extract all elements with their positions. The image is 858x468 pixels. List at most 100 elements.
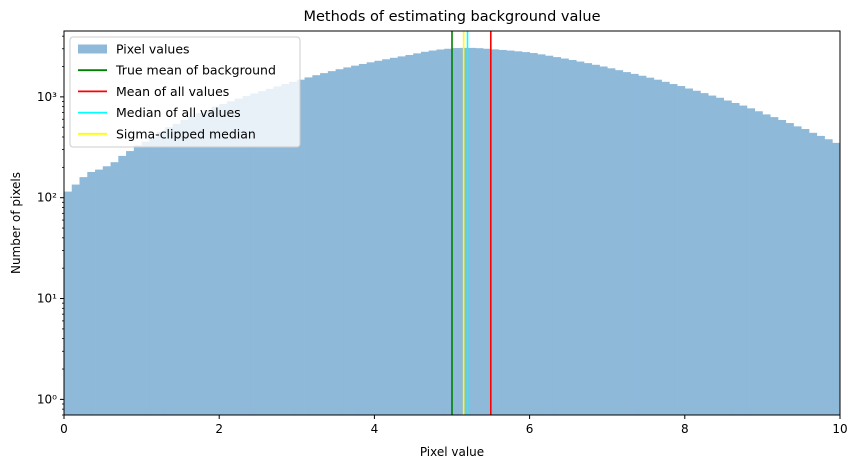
histogram-bar — [296, 79, 305, 415]
histogram-bar — [785, 123, 794, 415]
histogram-bar — [211, 106, 220, 416]
histogram-bar — [320, 73, 329, 415]
histogram-bar — [335, 69, 344, 416]
histogram-bar — [351, 65, 360, 415]
histogram-bar — [708, 95, 717, 415]
histogram-bar — [514, 51, 523, 415]
histogram-bar — [638, 75, 647, 415]
histogram-bar — [715, 97, 724, 415]
histogram-bar — [661, 81, 670, 415]
histogram-bar — [164, 127, 174, 416]
histogram-bar — [157, 131, 166, 415]
histogram-bar — [677, 86, 686, 415]
histogram-bar — [133, 145, 142, 415]
histogram-bar — [552, 57, 562, 416]
histogram-bar — [71, 184, 80, 415]
histogram-bar — [568, 60, 577, 415]
histogram-bar — [560, 58, 569, 415]
histogram-bar — [622, 72, 631, 415]
y-tick-label: 10¹ — [37, 292, 57, 306]
histogram-bar — [576, 61, 585, 416]
histogram-bar — [110, 162, 119, 415]
histogram-bar — [118, 155, 127, 415]
histogram-bar — [483, 48, 492, 416]
histogram-bar — [746, 108, 756, 416]
y-tick-label: 10³ — [37, 90, 57, 104]
chart-title: Methods of estimating background value — [303, 9, 600, 25]
histogram-bar — [273, 86, 282, 415]
histogram-bar — [172, 123, 181, 416]
x-tick-label: 6 — [526, 422, 534, 436]
legend-label: Median of all values — [116, 105, 241, 120]
histogram-bar — [389, 57, 399, 416]
y-axis: 10⁰ 10¹ 10² 10³ — [37, 35, 64, 416]
histogram-bar — [180, 119, 189, 415]
histogram-bar — [832, 142, 841, 415]
x-tick-label: 8 — [681, 422, 689, 436]
histogram-bar — [95, 169, 104, 415]
histogram-bar — [793, 126, 802, 416]
histogram-bar — [808, 132, 818, 415]
histogram-bar — [467, 47, 476, 416]
histogram-bar — [537, 54, 546, 415]
histogram-bar — [731, 102, 740, 415]
histogram-bar — [126, 151, 135, 415]
histogram-bar — [754, 111, 763, 415]
histogram-bar — [614, 70, 624, 415]
histogram-bar — [219, 103, 228, 415]
histogram-bar — [521, 52, 530, 415]
histogram-bar — [599, 66, 608, 416]
vertical-lines — [451, 31, 492, 415]
histogram-bar — [444, 48, 453, 416]
histogram-bars — [64, 47, 841, 416]
histogram-bar — [397, 56, 406, 416]
histogram-bar — [653, 79, 662, 415]
histogram-bar — [646, 77, 655, 415]
legend-label: True mean of background — [115, 63, 276, 78]
histogram-bar — [64, 191, 73, 415]
histogram-bar — [203, 110, 212, 416]
histogram-bar — [498, 49, 507, 415]
histogram-bar — [358, 63, 368, 415]
histogram-bar — [413, 53, 422, 415]
y-axis-title: Number of pixels — [9, 172, 23, 274]
histogram-bar — [242, 96, 251, 415]
histogram-bar — [762, 114, 771, 415]
histogram-bar — [327, 71, 336, 415]
x-tick-label: 10 — [832, 422, 847, 436]
histogram-bar — [405, 55, 414, 415]
legend-patch — [78, 44, 107, 54]
x-tick-label: 0 — [60, 422, 68, 436]
histogram-bar — [475, 48, 484, 416]
legend-box — [69, 36, 301, 148]
y-tick-label: 10² — [37, 191, 57, 205]
histogram-bar — [289, 81, 298, 415]
histogram-bar — [723, 100, 732, 416]
histogram-bar — [506, 50, 515, 416]
histogram-bar — [195, 113, 205, 415]
histogram-bar — [739, 105, 748, 416]
histogram-bar — [770, 117, 779, 416]
histogram-bar — [607, 68, 616, 416]
histogram-bar — [630, 73, 639, 416]
legend-label: Mean of all values — [116, 84, 229, 99]
legend-label: Sigma-clipped median — [116, 126, 256, 141]
histogram-bar — [436, 49, 445, 415]
histogram-bar — [312, 75, 321, 415]
histogram-bar — [87, 171, 96, 415]
histogram-bar — [366, 62, 375, 416]
plot-frame — [63, 30, 841, 416]
histogram-bar — [79, 177, 88, 415]
x-axis: 0 2 4 6 8 10 — [60, 415, 848, 436]
histogram-bar — [452, 48, 461, 415]
histogram-bar — [816, 135, 825, 416]
histogram-bar — [777, 119, 787, 415]
histogram-bar — [343, 67, 352, 415]
histogram-bar — [420, 51, 430, 415]
histogram-bar — [490, 49, 499, 416]
histogram-bar — [545, 55, 554, 416]
x-axis-title: Pixel value — [420, 445, 484, 459]
x-tick-label: 4 — [371, 422, 379, 436]
histogram-bar — [684, 88, 693, 416]
